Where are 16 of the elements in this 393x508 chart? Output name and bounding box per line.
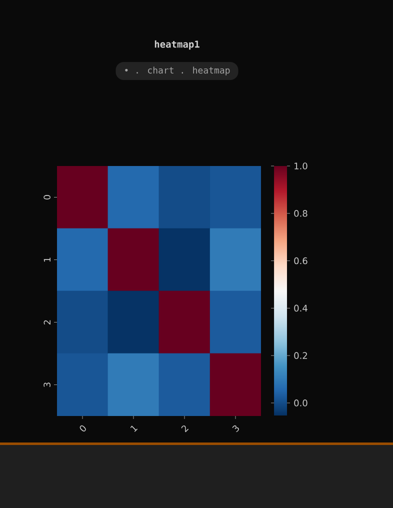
color-bar-label: 1.0 [294,162,308,170]
x-tick-label: 0 [80,425,86,432]
x-tick-label: 2 [181,425,189,432]
y-tick-label: 1 [44,258,50,262]
color-bar-label: 0.2 [294,352,307,359]
color-bar-label: 0.6 [294,257,308,264]
y-tick-label: 0 [44,194,50,200]
y-tick-label: 3 [44,382,50,387]
x-tick-label: 3 [232,425,239,432]
x-tick-label: 1 [130,426,138,432]
y-tick-label: 2 [44,320,50,324]
chart-subtitle: • . chart . heatmap [125,66,230,76]
color-bar-label: 0.4 [294,304,308,312]
color-bar-label: 0.8 [294,210,308,217]
color-bar-label: 0.0 [294,400,308,406]
chart-title: heatmap1 [154,40,200,50]
